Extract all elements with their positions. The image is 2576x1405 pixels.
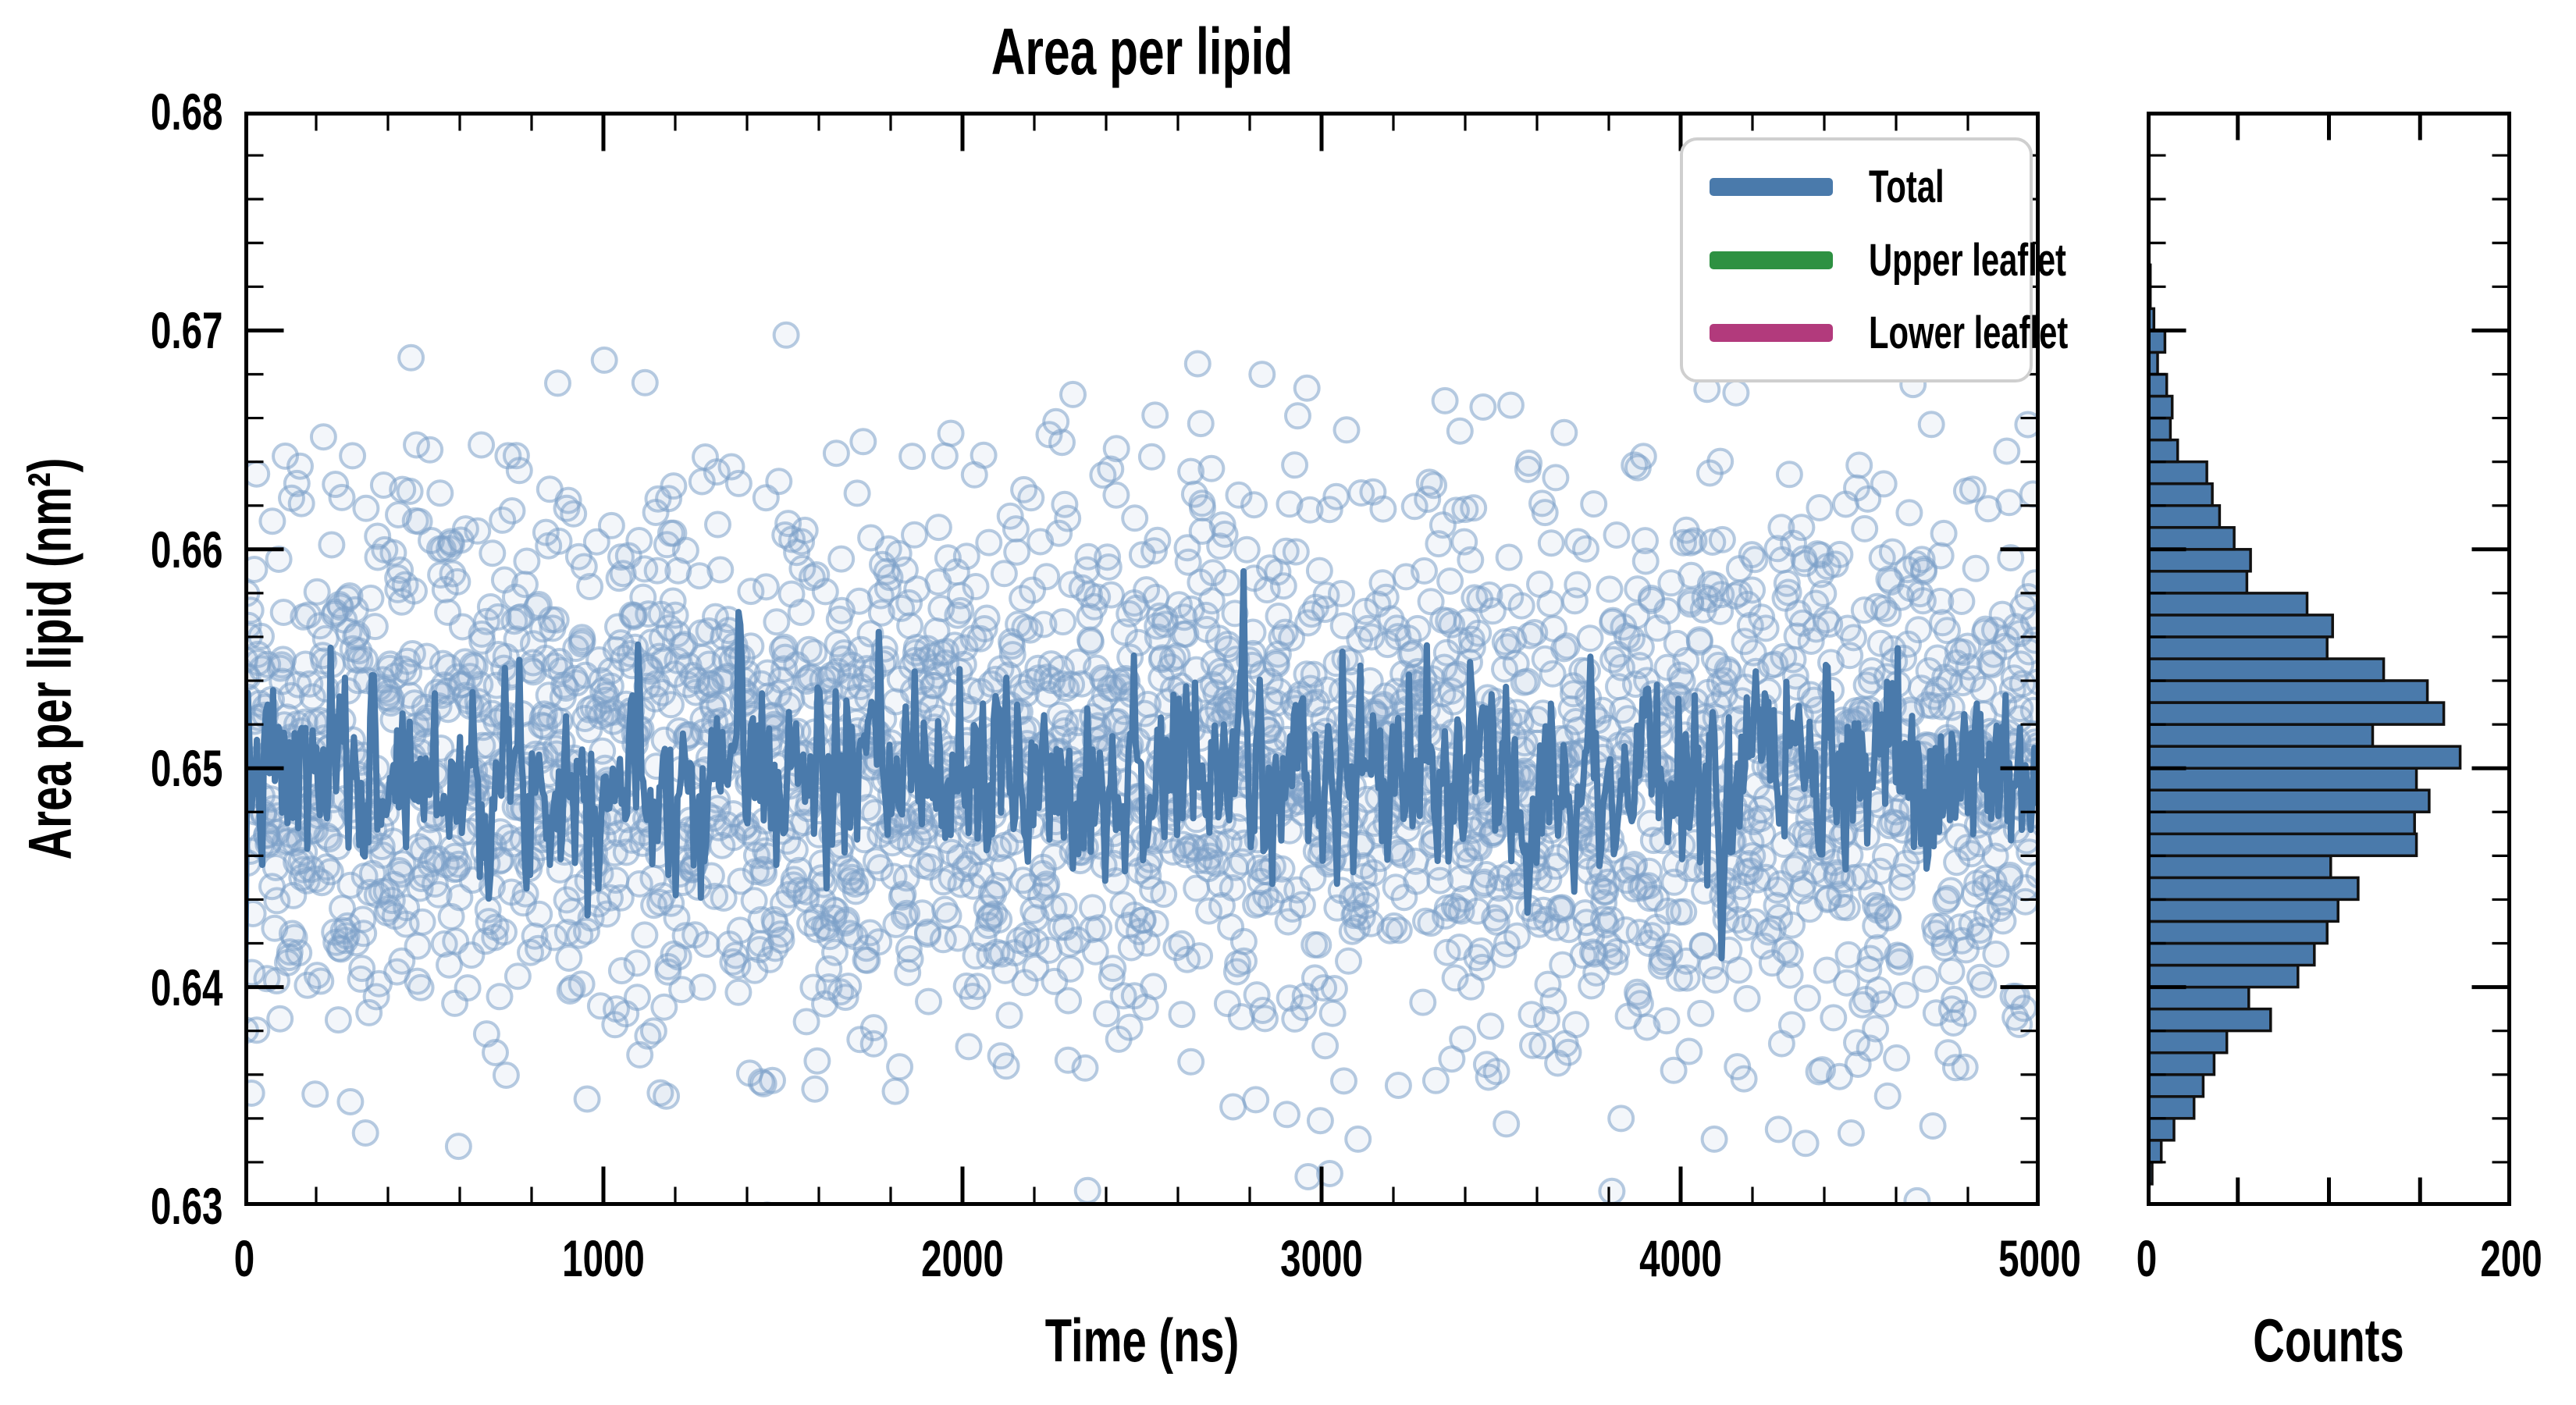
main-y-axis-label: Area per lipid (nm²) — [15, 457, 84, 860]
lower-leaflet-line-swatch-icon — [1710, 324, 1833, 342]
y-tick-label: 0.63 — [150, 1177, 222, 1235]
legend-label-total: Total — [1869, 162, 1944, 212]
upper-leaflet-line-swatch-icon — [1710, 251, 1833, 269]
x-tick-label: 0 — [233, 1229, 255, 1287]
histogram-panel — [2147, 112, 2511, 1206]
y-tick-label: 0.66 — [150, 520, 222, 578]
chart-title: Area per lipid — [933, 14, 1352, 90]
main-x-axis-label: Time (ns) — [1044, 1306, 1240, 1375]
legend: Total Upper leaflet Lower leaflet — [1680, 137, 2068, 382]
y-tick-label: 0.64 — [150, 958, 222, 1016]
legend-label-upper-leaflet: Upper leaflet — [1869, 234, 2066, 286]
chart-title-text: Area per lipid — [991, 15, 1293, 88]
main-plot-canvas — [244, 112, 2040, 1206]
y-tick-label: 0.65 — [150, 739, 222, 798]
legend-item-total: Total — [1710, 161, 2003, 213]
y-tick-label: 0.67 — [150, 301, 222, 360]
legend-item-upper-leaflet: Upper leaflet — [1710, 234, 2066, 286]
x-tick-label: 2000 — [921, 1229, 1004, 1287]
hist-x-tick-label: 0 — [2136, 1229, 2158, 1287]
legend-label-lower-leaflet: Lower leaflet — [1869, 308, 2069, 358]
hist-x-tick-label: 200 — [2480, 1229, 2542, 1287]
x-tick-label: 5000 — [1998, 1229, 2081, 1287]
x-tick-label: 4000 — [1639, 1229, 1722, 1287]
y-tick-label: 0.68 — [150, 83, 222, 140]
histogram-x-axis-label: Counts — [2253, 1306, 2404, 1375]
x-tick-label: 1000 — [562, 1229, 645, 1287]
x-tick-label: 3000 — [1280, 1229, 1363, 1287]
main-plot-panel — [244, 112, 2040, 1206]
histogram-canvas — [2147, 112, 2511, 1206]
total-line-swatch-icon — [1710, 178, 1833, 196]
legend-item-lower-leaflet: Lower leaflet — [1710, 307, 2068, 359]
